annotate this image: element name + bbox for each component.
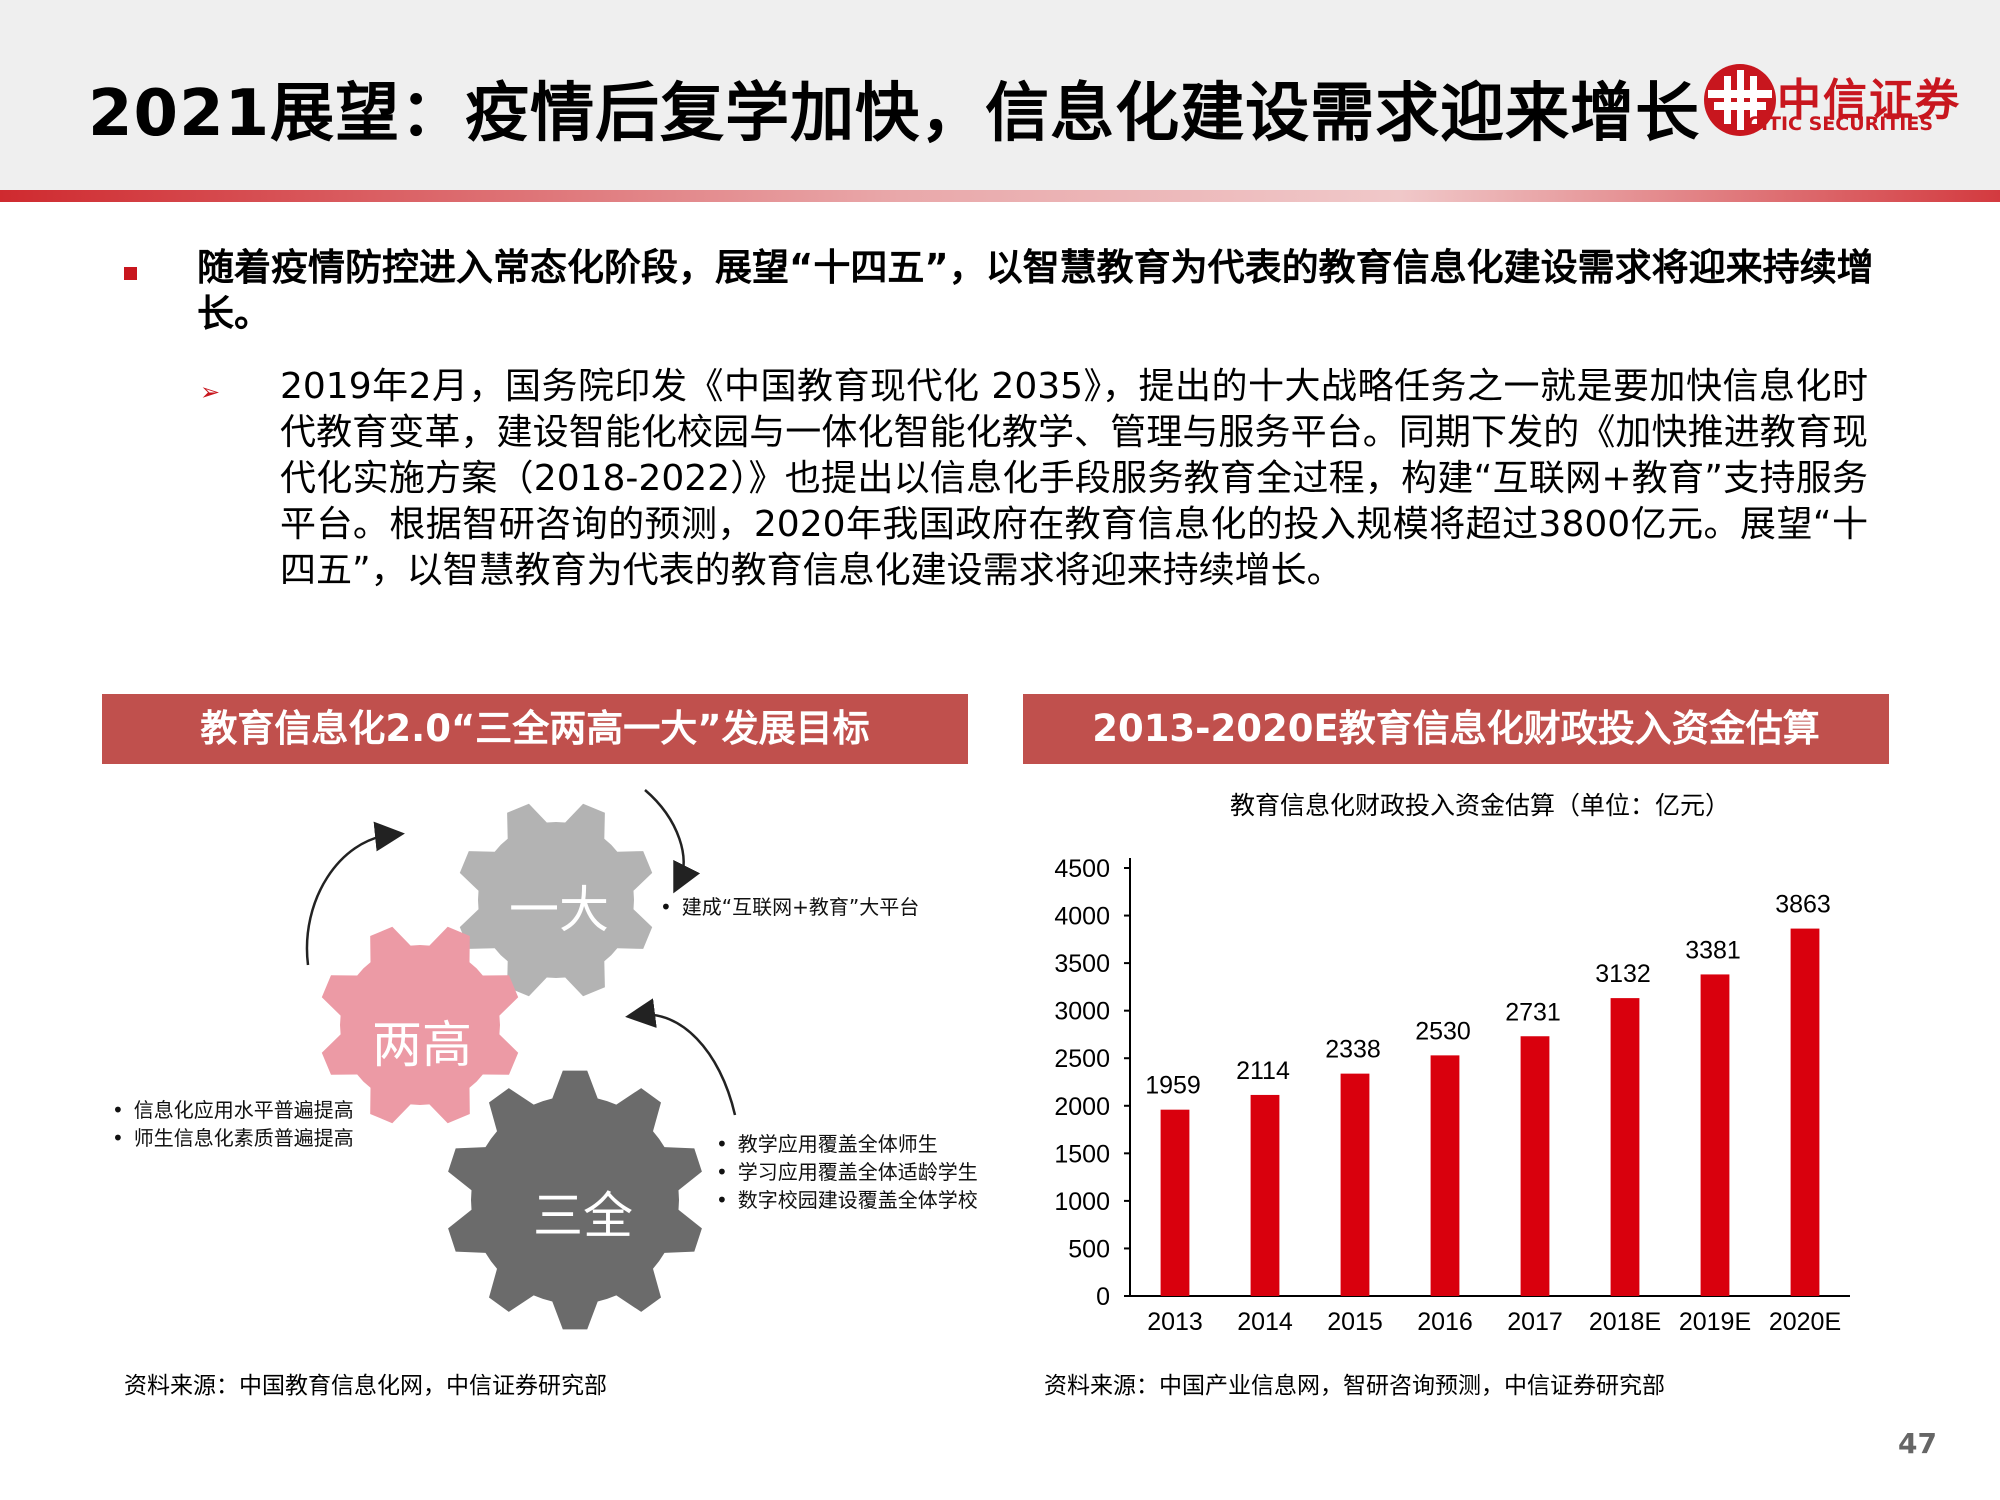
note-top: 建成“互联网+教育”大平台 xyxy=(660,893,919,921)
header-divider xyxy=(0,190,2000,202)
bar xyxy=(1520,1036,1550,1296)
cycle-arrow-left xyxy=(305,821,405,966)
bar xyxy=(1790,928,1820,1296)
y-tick-label: 1000 xyxy=(1054,1188,1110,1216)
y-tick-label: 3500 xyxy=(1054,950,1110,978)
logo-text-en: CITIC SECURITIES xyxy=(1747,113,1934,135)
bar xyxy=(1250,1094,1280,1296)
y-tick-label: 1500 xyxy=(1054,1140,1110,1168)
data-label: 3132 xyxy=(1595,960,1651,988)
right-panel-header: 2013-2020E教育信息化财政投入资金估算 xyxy=(1023,694,1889,764)
x-tick-label: 2019E xyxy=(1679,1308,1751,1336)
x-tick-label: 2020E xyxy=(1769,1308,1841,1336)
y-tick-label: 2000 xyxy=(1054,1093,1110,1121)
y-tick-label: 3000 xyxy=(1054,998,1110,1026)
sub-point: 2019年2月，国务院印发《中国教育现代化 2035》，提出的十大战略任务之一就… xyxy=(280,366,1868,591)
gear-top-icon xyxy=(459,803,653,997)
gear-label-top: 一大 xyxy=(509,881,609,939)
data-label: 3863 xyxy=(1775,891,1831,919)
bar xyxy=(1430,1055,1460,1296)
x-tick-label: 2014 xyxy=(1237,1308,1293,1336)
note-item: 学习应用覆盖全体适龄学生 xyxy=(716,1158,978,1186)
bar xyxy=(1700,974,1730,1296)
square-bullet-icon xyxy=(124,267,137,280)
y-tick-label: 0 xyxy=(1096,1283,1110,1311)
note-item: 数字校园建设覆盖全体学校 xyxy=(716,1186,978,1214)
y-tick-label: 4000 xyxy=(1054,903,1110,931)
bar xyxy=(1610,998,1640,1296)
arrow-bullet-icon: ➢ xyxy=(200,378,221,406)
page-number: 47 xyxy=(1898,1427,1937,1460)
y-tick-label: 500 xyxy=(1068,1235,1110,1263)
note-bottom: 教学应用覆盖全体师生 学习应用覆盖全体适龄学生 数字校园建设覆盖全体学校 xyxy=(716,1130,978,1214)
x-tick-label: 2016 xyxy=(1417,1308,1473,1336)
left-panel-header: 教育信息化2.0“三全两高一大”发展目标 xyxy=(102,694,968,764)
note-left: 信息化应用水平普遍提高 师生信息化素质普遍提高 xyxy=(112,1096,354,1152)
y-tick-label: 2500 xyxy=(1054,1045,1110,1073)
citic-logo-icon xyxy=(1704,64,1776,136)
note-item: 信息化应用水平普遍提高 xyxy=(112,1096,354,1124)
gear-label-middle: 两高 xyxy=(372,1016,472,1074)
header-bar xyxy=(0,0,2000,190)
gear-bottom-icon xyxy=(448,1070,702,1330)
note-item: 建成“互联网+教育”大平台 xyxy=(660,893,919,921)
gears-diagram xyxy=(305,789,737,1330)
gear-label-bottom: 三全 xyxy=(533,1187,633,1245)
left-source: 资料来源：中国教育信息化网，中信证券研究部 xyxy=(124,1373,607,1399)
x-tick-label: 2018E xyxy=(1589,1308,1661,1336)
chart-title: 教育信息化财政投入资金估算（单位：亿元） xyxy=(1230,791,1730,820)
cycle-arrow-right xyxy=(625,998,737,1116)
data-label: 2338 xyxy=(1325,1036,1381,1064)
x-tick-label: 2013 xyxy=(1147,1308,1203,1336)
data-label: 3381 xyxy=(1685,936,1741,964)
y-tick-label: 4500 xyxy=(1054,855,1110,883)
data-label: 1959 xyxy=(1145,1072,1201,1100)
bar xyxy=(1160,1109,1190,1296)
note-item: 师生信息化素质普遍提高 xyxy=(112,1124,354,1152)
data-label: 2530 xyxy=(1415,1017,1471,1045)
data-label: 2114 xyxy=(1236,1057,1290,1085)
gear-middle-icon xyxy=(321,926,519,1124)
cycle-arrow-top xyxy=(644,789,701,894)
main-point: 随着疫情防控进入常态化阶段，展望“十四五”，以智慧教育为代表的教育信息化建设需求… xyxy=(197,246,1874,335)
bar-chart: 教育信息化财政投入资金估算（单位：亿元） 0 500 1000 1500 2000 2500… xyxy=(1054,791,1850,1336)
right-source: 资料来源：中国产业信息网，智研咨询预测，中信证券研究部 xyxy=(1044,1373,1665,1399)
note-item: 教学应用覆盖全体师生 xyxy=(716,1130,978,1158)
page-title: 2021展望：疫情后复学加快，信息化建设需求迎来增长 xyxy=(88,77,1701,151)
data-label: 2731 xyxy=(1505,998,1561,1026)
logo-text-cn: 中信证券 xyxy=(1777,75,1961,126)
x-tick-label: 2015 xyxy=(1327,1308,1383,1336)
bar xyxy=(1340,1073,1370,1296)
x-tick-label: 2017 xyxy=(1507,1308,1563,1336)
